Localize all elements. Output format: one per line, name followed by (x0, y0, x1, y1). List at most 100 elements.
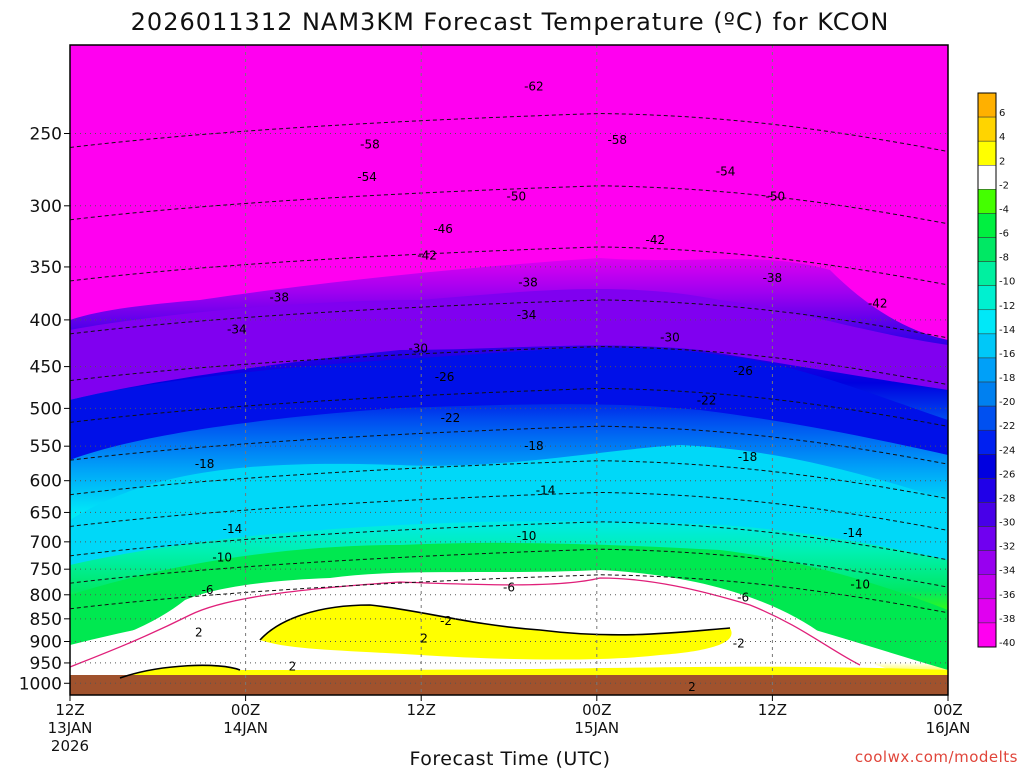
plot-frame (69, 44, 949, 696)
purple-band-region (70, 289, 948, 400)
colorbar-swatch (977, 405, 997, 431)
contour-label: -10 (212, 550, 232, 564)
y-tick-label: 450 (30, 358, 62, 378)
contour-label: -26 (435, 370, 455, 384)
contour-label: 2 (195, 626, 203, 640)
x-tick-label: 12Z (55, 701, 84, 719)
colorbar-label: -12 (999, 301, 1015, 312)
contour-label: -46 (433, 222, 453, 236)
isotherm-lines (69, 112, 949, 614)
colorbar-swatch (977, 550, 997, 575)
credit-text: coolwx.com/modelts (855, 748, 1018, 766)
colorbar-swatch (977, 189, 997, 214)
colorbar-swatch (977, 622, 997, 648)
colorbar-swatch (977, 165, 997, 190)
colorbar-swatch (977, 237, 997, 262)
colorbar-label: -4 (999, 204, 1009, 215)
colorbar-swatch (977, 454, 997, 479)
isotherm-line (69, 185, 949, 225)
deep-blue-band-region (70, 347, 948, 460)
colorbar-label: -38 (999, 614, 1015, 625)
y-tick-label: 1000 (19, 674, 62, 694)
colorbar-swatch (977, 502, 997, 527)
contour-label: -6 (202, 583, 214, 597)
isotherm-line (69, 387, 949, 427)
above-freezing-region (260, 605, 732, 660)
contour-label: -2 (440, 614, 452, 628)
colorbar-swatch (977, 140, 997, 166)
contour-label: -38 (518, 275, 538, 289)
y-tick-label: 400 (30, 311, 62, 331)
colorbar-label: -6 (999, 229, 1009, 240)
x-tick-label: 00Z (582, 701, 611, 719)
green-band-region (70, 542, 948, 670)
colorbar-label: 4 (999, 132, 1005, 143)
contour-label: -2 (733, 637, 745, 651)
colorbar-label: -22 (999, 421, 1015, 432)
contour-label: -50 (507, 189, 527, 203)
x-tick-label: 00Z (933, 701, 962, 719)
colorbar-label: 6 (999, 108, 1005, 119)
colorbar-label: -34 (999, 566, 1015, 577)
colorbar-swatch (977, 116, 997, 142)
y-tick-label: 300 (30, 197, 62, 217)
contour-label: -6 (737, 590, 749, 604)
contour-label: -22 (697, 393, 717, 407)
contour-label: -42 (417, 248, 437, 262)
isotherm-line (69, 246, 949, 286)
x-tick-label: 12Z (758, 701, 787, 719)
contour-label: -62 (524, 79, 544, 93)
zero-contour-line (119, 604, 731, 679)
colorbar-swatch (977, 333, 997, 359)
y-tick-label: 950 (30, 654, 62, 674)
x-tick-label: 14JAN (223, 719, 268, 737)
colorbar-label: 2 (999, 156, 1005, 167)
contour-label: -50 (766, 189, 786, 203)
colorbar-swatch (977, 92, 997, 118)
contour-label: -42 (868, 297, 888, 311)
contour-label: 2 (289, 659, 297, 673)
y-tick-label: 350 (30, 258, 62, 278)
freezing-line (69, 577, 861, 668)
contour-label: -34 (517, 308, 537, 322)
colorbar-label: -26 (999, 469, 1015, 480)
colorbar-label: -2 (999, 180, 1009, 191)
y-tick-label: 800 (30, 586, 62, 606)
contour-label: 2 (688, 680, 696, 694)
ground-surface (70, 675, 948, 695)
contour-label: -54 (357, 170, 377, 184)
colorbar-swatch (977, 261, 997, 286)
y-tick-label: 550 (30, 437, 62, 457)
contour-label: -6 (503, 580, 515, 594)
contour-label: -14 (843, 526, 863, 540)
colorbar-label: -30 (999, 518, 1015, 529)
x-tick-label: 00Z (231, 701, 260, 719)
y-tick-label: 900 (30, 632, 62, 652)
colorbar-label: -18 (999, 373, 1015, 384)
contour-label: -18 (524, 439, 544, 453)
x-tick-label: 13JAN (48, 719, 93, 737)
isotherm-line (69, 112, 949, 152)
colorbar-swatch (977, 213, 997, 238)
colorbar-label: -8 (999, 253, 1009, 264)
isotherm-line (69, 548, 949, 588)
contour-label: -22 (441, 411, 461, 425)
contour-label: -18 (195, 457, 215, 471)
colorbar-swatch (977, 285, 997, 311)
y-tick-label: 700 (30, 533, 62, 553)
colorbar-label: -10 (999, 277, 1015, 288)
contour-label: 2 (420, 631, 428, 645)
chart-title: 2026011312 NAM3KM Forecast Temperature (… (131, 8, 890, 36)
colorbar-label: -36 (999, 590, 1015, 601)
contour-label: -54 (716, 164, 736, 178)
contour-label: -26 (733, 364, 753, 378)
colorbar-swatch (977, 478, 997, 503)
isotherm-line (69, 299, 949, 339)
colorbar-label: -24 (999, 445, 1015, 456)
contour-label: -18 (738, 450, 758, 464)
colorbar-label: -20 (999, 397, 1015, 408)
colorbar-swatch (977, 381, 997, 407)
isotherm-line (69, 521, 949, 561)
